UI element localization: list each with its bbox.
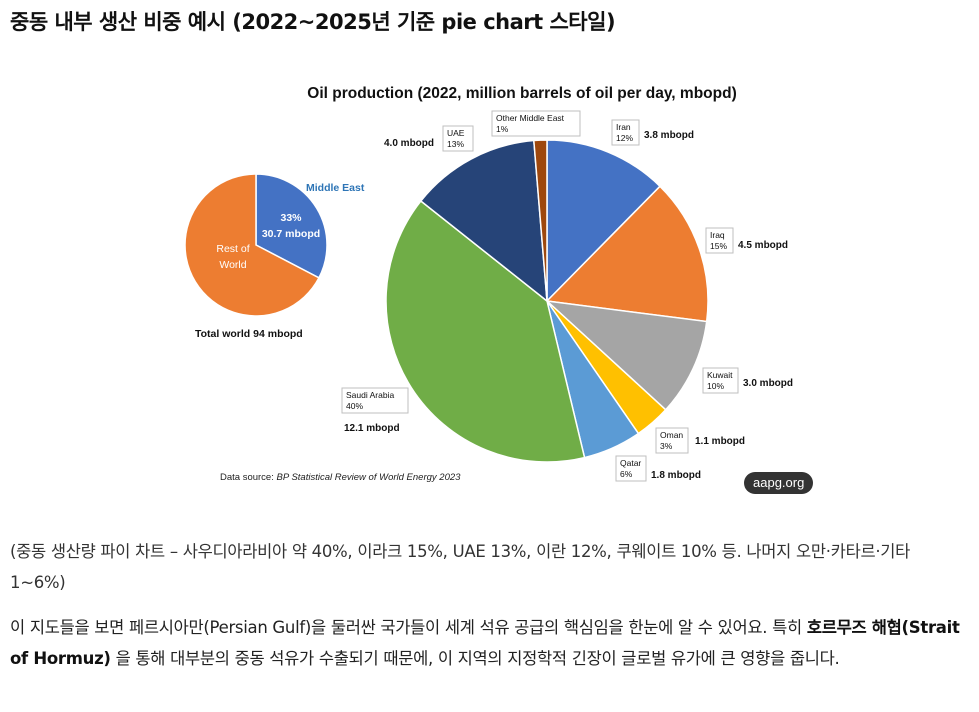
- iran-percent-label: 12%: [616, 133, 633, 143]
- watermark-badge[interactable]: aapg.org: [744, 472, 814, 494]
- body-paragraph: 이 지도들을 보면 페르시아만(Persian Gulf)을 둘러싼 국가들이 …: [10, 612, 970, 674]
- saudi-arabia-value-label: 12.1 mbopd: [344, 423, 400, 434]
- body-text-part2: 을 통해 대부분의 중동 석유가 수출되기 때문에, 이 지역의 지정학적 긴장…: [110, 649, 840, 668]
- chart-caption: (중동 생산량 파이 차트 – 사우디아라비아 약 40%, 이라크 15%, …: [10, 542, 911, 592]
- me-slice-other-middle-east: [533, 139, 548, 302]
- middle-east-name-label: Middle East: [306, 182, 365, 194]
- oil-production-chart: Oil production (2022, million barrels of…: [184, 85, 793, 483]
- page-heading: 중동 내부 생산 비중 예시 (2022~2025년 기준 pie chart …: [10, 10, 616, 34]
- saudi-arabia-callout-box: [341, 387, 409, 414]
- me-slice-kuwait: [544, 299, 708, 411]
- oman-percent-label: 3%: [660, 441, 673, 451]
- oman-name-label: Oman: [660, 430, 683, 440]
- saudi-arabia-name-label: Saudi Arabia: [346, 390, 394, 400]
- qatar-callout-box: [615, 455, 647, 482]
- uae-value-label: 4.0 mbopd: [384, 138, 434, 149]
- qatar-name-label: Qatar: [620, 458, 641, 468]
- me-slice-saudi-arabia: [385, 199, 586, 463]
- middle-east-pie: [385, 139, 709, 463]
- iraq-callout-box: [705, 227, 734, 254]
- uae-name-label: UAE: [447, 128, 465, 138]
- world-pie: [184, 173, 328, 317]
- rest-of-world-label-line2: World: [219, 259, 246, 271]
- body-text-part1: 이 지도들을 보면 페르시아만(Persian Gulf)을 둘러싼 국가들이 …: [10, 618, 807, 637]
- me-slice-iraq: [545, 185, 709, 323]
- middle-east-percent-label: 33%: [280, 212, 302, 224]
- rest-of-world-label-line1: Rest of: [216, 243, 249, 255]
- oman-value-label: 1.1 mbopd: [695, 436, 745, 447]
- uae-percent-label: 13%: [447, 139, 464, 149]
- iran-name-label: Iran: [616, 122, 631, 132]
- kuwait-value-label: 3.0 mbopd: [743, 378, 793, 389]
- iran-callout-box: [611, 119, 640, 146]
- chart-source: Data source: BP Statistical Review of Wo…: [220, 472, 461, 483]
- kuwait-percent-label: 10%: [707, 381, 724, 391]
- source-name: BP Statistical Review of World Energy 20…: [277, 472, 462, 483]
- saudi-arabia-percent-label: 40%: [346, 401, 363, 411]
- chart-title: Oil production (2022, million barrels of…: [307, 85, 736, 102]
- middle-east-value-label: 30.7 mbopd: [262, 228, 320, 240]
- kuwait-callout-box: [702, 367, 739, 394]
- world-slice-middle-east: [255, 173, 328, 279]
- uae-callout-box: [442, 125, 474, 152]
- iran-value-label: 3.8 mbopd: [644, 130, 694, 141]
- me-slice-uae: [419, 139, 548, 303]
- other-middle-east-callout-box: [491, 110, 581, 137]
- iraq-name-label: Iraq: [710, 230, 725, 240]
- me-slice-iran: [546, 139, 662, 303]
- world-slice-rest-of-world: [184, 173, 320, 317]
- oman-callout-box: [655, 427, 689, 454]
- world-pie-title: Total world 94 mbopd: [195, 328, 303, 340]
- source-prefix: Data source:: [220, 472, 277, 483]
- iraq-value-label: 4.5 mbopd: [738, 240, 788, 251]
- qatar-percent-label: 6%: [620, 469, 633, 479]
- qatar-value-label: 1.8 mbopd: [651, 470, 701, 481]
- kuwait-name-label: Kuwait: [707, 370, 733, 380]
- strait-of-hormuz-bold: 호르무즈 해협(Strait of Hormuz): [10, 618, 960, 668]
- other-middle-east-percent-label: 1%: [496, 124, 509, 134]
- other-middle-east-name-label: Other Middle East: [496, 113, 565, 123]
- iraq-percent-label: 15%: [710, 241, 727, 251]
